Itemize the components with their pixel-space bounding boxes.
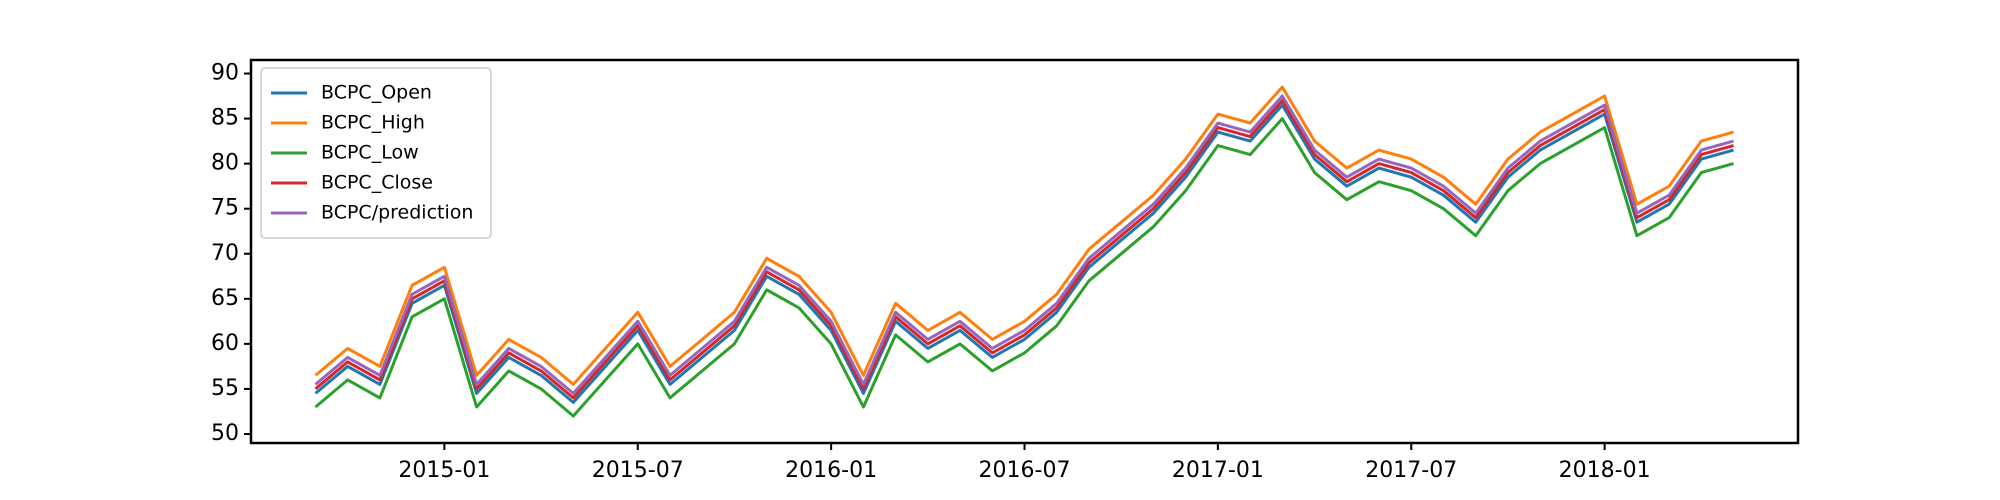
x-tick-label: 2015-07 [592,458,684,483]
x-tick-label: 2015-01 [398,458,490,483]
legend-label: BCPC_High [321,112,425,134]
y-tick-label: 50 [211,421,239,446]
y-tick-label: 75 [211,196,239,221]
x-tick-label: 2017-07 [1365,458,1457,483]
y-tick-label: 90 [211,61,239,86]
x-tick-label: 2018-01 [1559,458,1651,483]
plot-frame [249,58,1800,445]
legend-box [260,67,492,239]
y-tick-label: 65 [211,286,239,311]
y-tick-label: 80 [211,151,239,176]
x-tick-label: 2017-01 [1172,458,1264,483]
series-line [314,94,1734,395]
series-line [314,117,1734,418]
series-line [314,85,1734,386]
x-tick-label: 2016-07 [979,458,1071,483]
legend-label: BCPC_Open [321,82,432,104]
y-tick-label: 85 [211,106,239,131]
legend-label: BCPC_Low [321,142,419,164]
legend-label: BCPC/prediction [321,202,473,224]
x-tick-label: 2016-01 [785,458,877,483]
series-line [314,103,1734,404]
series-line [314,99,1734,400]
legend-label: BCPC_Close [321,172,433,194]
y-tick-label: 60 [211,331,239,356]
y-tick-label: 70 [211,241,239,266]
y-tick-label: 55 [211,376,239,401]
